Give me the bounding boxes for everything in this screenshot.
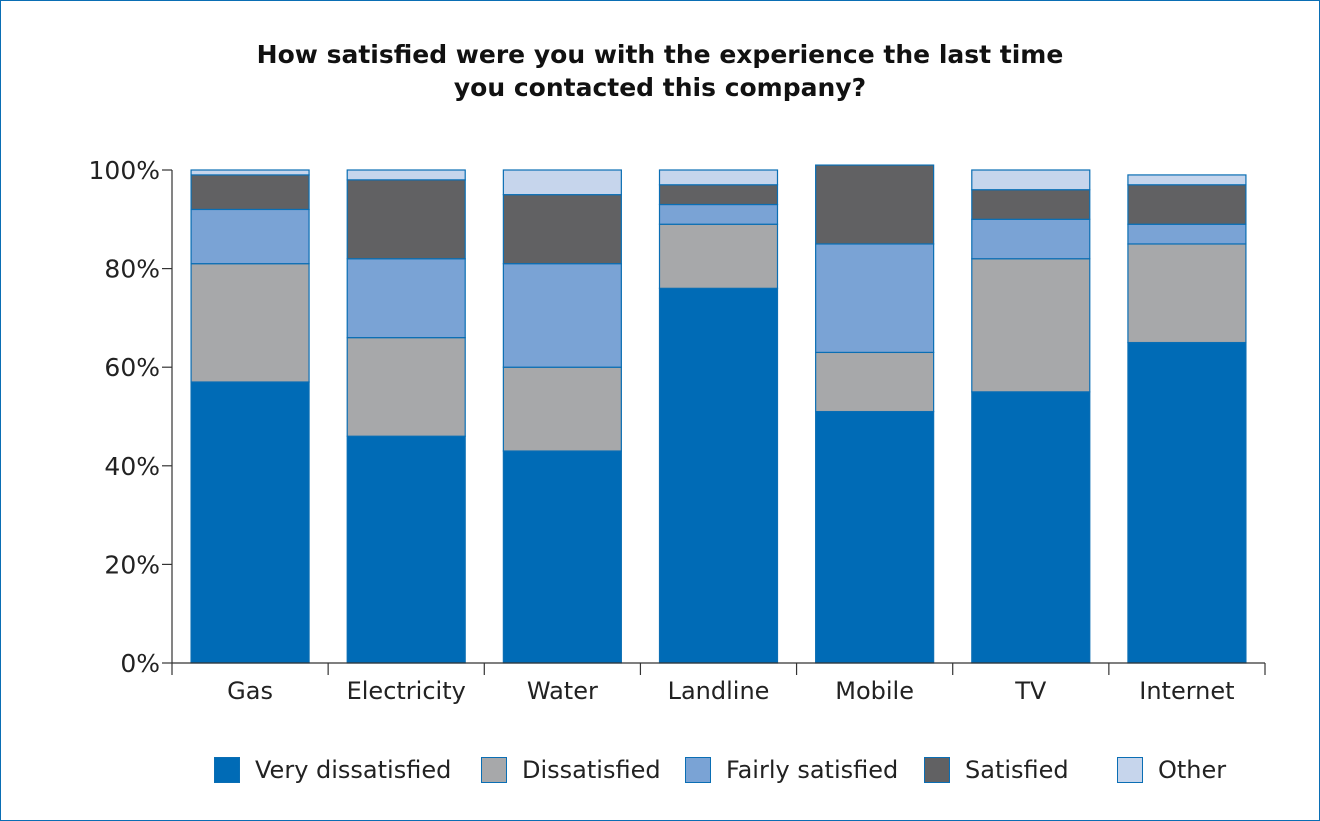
bar-internet-very-dissatisfied — [1127, 341, 1247, 664]
legend-label: Other — [1158, 756, 1227, 784]
bar-internet-fairly-satisfied — [1127, 223, 1247, 245]
bar-tv-dissatisfied — [971, 258, 1091, 393]
x-tick-label: Internet — [1139, 677, 1234, 705]
y-tick-label: 40% — [104, 452, 160, 481]
bar-tv-other — [971, 169, 1091, 191]
bar-internet-other — [1127, 174, 1247, 186]
bar-internet-satisfied — [1127, 184, 1247, 225]
bar-water-fairly-satisfied — [502, 263, 622, 368]
legend-swatch — [685, 757, 711, 783]
legend-label: Very dissatisfied — [255, 756, 452, 784]
bar-landline-dissatisfied — [658, 223, 779, 289]
bar-mobile-dissatisfied — [815, 351, 935, 413]
bar-tv-fairly-satisfied — [971, 218, 1091, 260]
chart-legend: Very dissatisfied Dissatisfied Fairly sati… — [214, 755, 1226, 795]
x-tick-label: Mobile — [835, 677, 914, 705]
y-tick-label: 60% — [104, 353, 160, 382]
bar-landline-fairly-satisfied — [658, 203, 779, 225]
legend-swatch — [214, 757, 240, 783]
legend-label: Dissatisfied — [522, 756, 661, 784]
bar-gas-very-dissatisfied — [190, 381, 310, 664]
x-tick-label: TV — [1014, 677, 1047, 705]
bar-mobile-very-dissatisfied — [815, 410, 935, 664]
bar-gas-dissatisfied — [190, 263, 310, 383]
bar-mobile-fairly-satisfied — [815, 243, 935, 354]
bar-water-other — [502, 169, 622, 196]
bar-electricity-fairly-satisfied — [346, 258, 466, 339]
bar-tv-satisfied — [971, 189, 1091, 220]
legend-label: Fairly satisfied — [726, 756, 899, 784]
legend-label: Satisfied — [965, 756, 1069, 784]
y-tick-label: 100% — [89, 156, 160, 185]
bar-electricity-other — [346, 169, 466, 181]
legend-swatch — [924, 757, 950, 783]
bar-mobile-satisfied — [815, 164, 935, 245]
bar-tv-very-dissatisfied — [971, 391, 1091, 664]
y-tick-label: 20% — [104, 550, 160, 579]
bar-electricity-satisfied — [346, 179, 466, 260]
bar-water-satisfied — [502, 194, 622, 265]
chart-title: How satisfied were you with the experien… — [0, 38, 1320, 104]
chart-title-line-2: you contacted this company? — [453, 73, 867, 102]
bar-landline-very-dissatisfied — [658, 287, 779, 664]
y-tick-label: 0% — [120, 649, 160, 678]
y-tick-label: 80% — [104, 255, 160, 284]
bar-internet-dissatisfied — [1127, 243, 1247, 344]
bar-landline-other — [658, 169, 779, 186]
bar-electricity-very-dissatisfied — [346, 435, 466, 664]
legend-swatch — [481, 757, 507, 783]
x-tick-label: Electricity — [347, 677, 466, 705]
bar-gas-other — [190, 169, 310, 176]
bar-gas-fairly-satisfied — [190, 208, 310, 265]
x-tick-label: Water — [527, 677, 598, 705]
bar-water-very-dissatisfied — [502, 450, 622, 664]
bar-gas-satisfied — [190, 174, 310, 211]
x-tick-label: Gas — [227, 677, 273, 705]
bar-landline-satisfied — [658, 184, 779, 206]
x-tick-label: Landline — [668, 677, 770, 705]
bar-water-dissatisfied — [502, 366, 622, 452]
bar-electricity-dissatisfied — [346, 337, 466, 437]
chart-title-line-1: How satisfied were you with the experien… — [256, 40, 1064, 69]
legend-swatch — [1117, 757, 1143, 783]
